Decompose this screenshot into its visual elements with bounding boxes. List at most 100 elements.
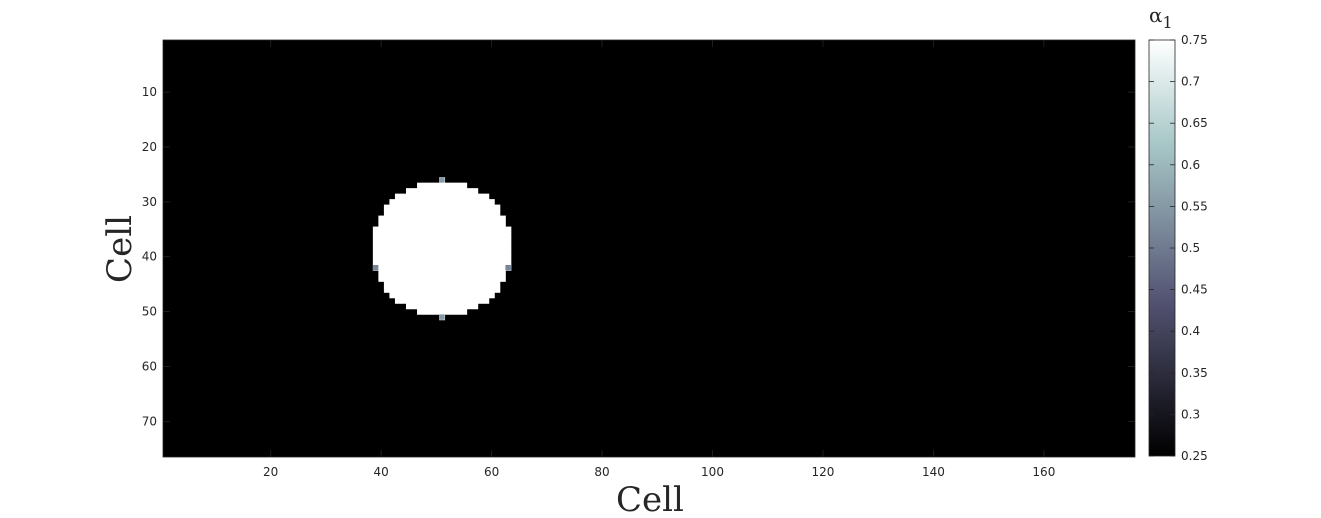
heatmap-cell bbox=[417, 204, 423, 211]
heatmap-cell bbox=[439, 303, 446, 310]
heatmap-cell bbox=[444, 292, 451, 299]
heatmap-cell bbox=[411, 297, 418, 304]
heatmap-cell bbox=[428, 204, 435, 211]
heatmap-cell bbox=[477, 243, 484, 249]
heatmap-cell bbox=[383, 259, 390, 266]
heatmap-cell bbox=[477, 248, 484, 255]
plot-frame bbox=[162, 39, 1136, 458]
heatmap-cell bbox=[483, 204, 490, 211]
heatmap-cell bbox=[383, 253, 390, 260]
heatmap-cell bbox=[389, 232, 396, 238]
heatmap-cell bbox=[400, 248, 407, 255]
heatmap-cell bbox=[422, 182, 429, 189]
heatmap-cell bbox=[422, 292, 429, 299]
heatmap-cell bbox=[372, 248, 379, 255]
heatmap-cell bbox=[483, 297, 490, 304]
heatmap-cell bbox=[466, 204, 473, 211]
heatmap-cell bbox=[488, 281, 495, 288]
heatmap-cell bbox=[406, 199, 412, 206]
heatmap-cell bbox=[378, 237, 385, 244]
heatmap-cell bbox=[488, 210, 495, 216]
heatmap-cell bbox=[411, 264, 418, 271]
heatmap-cell bbox=[472, 259, 479, 266]
heatmap-cell bbox=[488, 248, 495, 255]
heatmap-cell bbox=[472, 193, 479, 200]
heatmap-cell bbox=[461, 297, 468, 304]
heatmap-cell bbox=[477, 237, 484, 244]
heatmap-cell bbox=[477, 221, 484, 227]
heatmap-cell bbox=[406, 248, 412, 255]
heatmap-cell bbox=[455, 303, 462, 310]
heatmap-cell bbox=[483, 237, 490, 244]
heatmap-cell bbox=[383, 215, 390, 222]
heatmap-cell bbox=[372, 226, 379, 233]
heatmap-cell bbox=[406, 188, 412, 195]
heatmap-cell bbox=[428, 193, 435, 200]
heatmap-cell bbox=[400, 221, 407, 227]
heatmap-cell bbox=[400, 210, 407, 216]
heatmap-cell bbox=[472, 253, 479, 260]
heatmap-cell bbox=[428, 264, 435, 271]
heatmap-cell bbox=[428, 226, 435, 233]
y-tick-label: 70 bbox=[142, 414, 157, 428]
heatmap-cell bbox=[406, 275, 412, 282]
heatmap-cell bbox=[499, 248, 506, 255]
heatmap-cell bbox=[422, 226, 429, 233]
heatmap-cell bbox=[433, 308, 440, 315]
heatmap-cell bbox=[466, 286, 473, 293]
heatmap-cell bbox=[444, 243, 451, 249]
heatmap-cell bbox=[394, 297, 401, 304]
heatmap-cell bbox=[472, 204, 479, 211]
heatmap-cell bbox=[472, 264, 479, 271]
heatmap-cell bbox=[417, 297, 423, 304]
heatmap-cell bbox=[444, 210, 451, 216]
heatmap-cell bbox=[406, 270, 412, 277]
heatmap-cell bbox=[472, 248, 479, 255]
heatmap-cell bbox=[383, 237, 390, 244]
heatmap-cell bbox=[389, 253, 396, 260]
heatmap-cell bbox=[433, 204, 440, 211]
heatmap-cell bbox=[389, 221, 396, 227]
heatmap-cell bbox=[494, 259, 501, 266]
heatmap-cell bbox=[444, 297, 451, 304]
heatmap-cell bbox=[472, 188, 479, 195]
heatmap-cell bbox=[483, 286, 490, 293]
heatmap-cell bbox=[444, 286, 451, 293]
heatmap-cell bbox=[422, 221, 429, 227]
heatmap-cell bbox=[428, 308, 435, 315]
heatmap-cell bbox=[444, 204, 451, 211]
heatmap-cell bbox=[477, 286, 484, 293]
colorbar: 0.25 0.3 0.35 0.4 0.45 0.5 0.55 0.6 0.65 0.7 0.75 bbox=[1148, 33, 1208, 463]
heatmap-cell bbox=[417, 237, 423, 244]
heatmap-cell bbox=[417, 303, 423, 310]
heatmap-cell bbox=[450, 264, 457, 271]
y-tick-label: 50 bbox=[142, 305, 157, 319]
heatmap-cell bbox=[417, 232, 423, 238]
heatmap-cell bbox=[439, 286, 446, 293]
heatmap-cell bbox=[400, 253, 407, 260]
heatmap-cell bbox=[472, 292, 479, 299]
heatmap-cell bbox=[450, 297, 457, 304]
heatmap-cell bbox=[472, 215, 479, 222]
heatmap-cell bbox=[461, 199, 468, 206]
heatmap-cell bbox=[477, 297, 484, 304]
heatmap-cell bbox=[450, 232, 457, 238]
heatmap-cell bbox=[411, 275, 418, 282]
heatmap-cell bbox=[444, 221, 451, 227]
heatmap-cell bbox=[439, 210, 446, 216]
heatmap-cell bbox=[488, 264, 495, 271]
heatmap-cell bbox=[505, 243, 512, 249]
heatmap-cell bbox=[483, 292, 490, 299]
heatmap-cell bbox=[472, 221, 479, 227]
heatmap-cell bbox=[433, 248, 440, 255]
plot-area bbox=[162, 39, 1136, 458]
heatmap-cell bbox=[483, 193, 490, 200]
heatmap-cell bbox=[472, 237, 479, 244]
heatmap-cell bbox=[406, 253, 412, 260]
heatmap-cell bbox=[461, 259, 468, 266]
heatmap-cell bbox=[488, 275, 495, 282]
heatmap-cell bbox=[400, 281, 407, 288]
heatmap-cell bbox=[400, 275, 407, 282]
heatmap-cell bbox=[472, 232, 479, 238]
heatmap-cell bbox=[394, 215, 401, 222]
